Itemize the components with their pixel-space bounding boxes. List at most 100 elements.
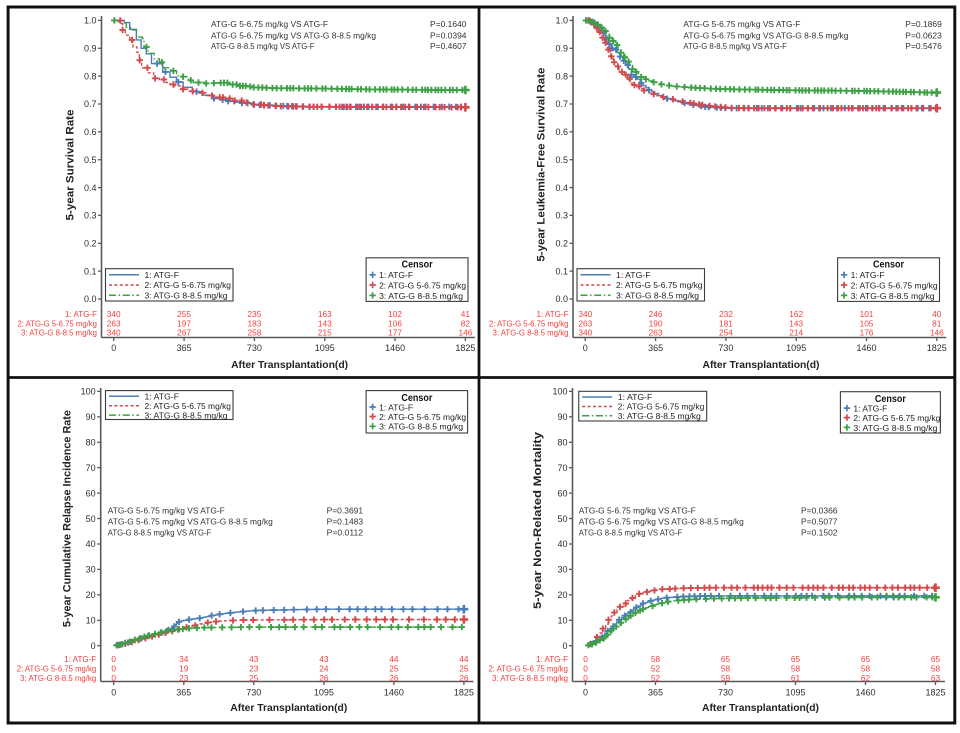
svg-text:0.1: 0.1	[555, 266, 568, 276]
svg-text:0.9: 0.9	[84, 44, 97, 54]
svg-text:0.8: 0.8	[555, 71, 568, 81]
svg-text:0: 0	[583, 673, 588, 683]
svg-text:40: 40	[86, 539, 96, 549]
svg-text:1.0: 1.0	[84, 16, 97, 26]
svg-text:3: ATG-G 8-8.5 mg/kg: 3: ATG-G 8-8.5 mg/kg	[379, 291, 463, 301]
svg-text:1: ATG-F: 1: ATG-F	[618, 392, 653, 402]
svg-text:25: 25	[459, 664, 469, 674]
svg-text:25: 25	[249, 673, 259, 683]
svg-text:177: 177	[388, 328, 402, 338]
svg-text:2: ATG-G 5-6.75 mg/kg: 2: ATG-G 5-6.75 mg/kg	[489, 319, 569, 328]
svg-text:0: 0	[583, 654, 588, 664]
svg-text:1: ATG-F: 1: ATG-F	[379, 402, 413, 412]
svg-text:146: 146	[930, 328, 944, 338]
svg-text:1: ATG-F: 1: ATG-F	[851, 270, 885, 280]
svg-text:ATG-G 5-6.75 mg/kg VS ATG-G 8-: ATG-G 5-6.75 mg/kg VS ATG-G 8-8.5 mg/kg	[211, 30, 376, 40]
svg-text:19: 19	[179, 664, 189, 674]
svg-text:1460: 1460	[856, 343, 876, 353]
svg-text:P=0.5476: P=0.5476	[905, 41, 942, 51]
svg-text:ATG-G 5-6.75 mg/kg VS ATG-F: ATG-G 5-6.75 mg/kg VS ATG-F	[683, 19, 800, 29]
svg-text:163: 163	[318, 309, 332, 319]
svg-text:Censor: Censor	[402, 260, 433, 271]
svg-text:20: 20	[557, 590, 567, 600]
svg-text:1: ATG-F: 1: ATG-F	[537, 310, 569, 319]
svg-text:1: ATG-F: 1: ATG-F	[65, 310, 97, 319]
svg-text:P=0.0394: P=0.0394	[430, 30, 467, 40]
svg-text:10: 10	[86, 616, 96, 626]
svg-text:2: ATG-G 5-6.75 mg/kg: 2: ATG-G 5-6.75 mg/kg	[145, 280, 232, 290]
svg-text:10: 10	[557, 616, 567, 626]
svg-text:1460: 1460	[384, 688, 404, 698]
svg-text:ATG-G 5-6.75 mg/kg VS ATG-G 8-: ATG-G 5-6.75 mg/kg VS ATG-G 8-8.5 mg/kg	[579, 516, 744, 526]
svg-text:65: 65	[721, 654, 731, 664]
svg-text:0.6: 0.6	[555, 127, 568, 137]
svg-text:1460: 1460	[855, 688, 875, 698]
svg-text:100: 100	[552, 387, 567, 397]
svg-text:65: 65	[791, 654, 801, 664]
svg-text:2: ATG-G 5-6.75 mg/kg: 2: ATG-G 5-6.75 mg/kg	[616, 280, 703, 290]
svg-text:365: 365	[177, 343, 192, 353]
svg-text:0: 0	[111, 688, 116, 698]
svg-text:1: ATG-F: 1: ATG-F	[145, 270, 180, 280]
svg-text:0.5: 0.5	[555, 155, 568, 165]
svg-text:2: ATG-G 5-6.75 mg/kg: 2: ATG-G 5-6.75 mg/kg	[18, 319, 98, 328]
svg-text:5-year Leukemia-Free Survival: 5-year Leukemia-Free Survival Rate	[536, 68, 548, 262]
svg-text:0.7: 0.7	[555, 99, 568, 109]
svg-text:26: 26	[319, 673, 329, 683]
svg-text:365: 365	[648, 688, 663, 698]
svg-text:143: 143	[789, 318, 803, 328]
svg-text:267: 267	[177, 328, 191, 338]
svg-text:0: 0	[91, 641, 96, 651]
svg-text:5-year Non-Related Mortality: 5-year Non-Related Mortality	[532, 431, 544, 609]
svg-text:3: ATG-G 8-8.5 mg/kg: 3: ATG-G 8-8.5 mg/kg	[145, 410, 228, 420]
svg-text:730: 730	[718, 343, 733, 353]
svg-text:0.9: 0.9	[555, 44, 568, 54]
svg-text:0: 0	[583, 664, 588, 674]
svg-text:P=0.1640: P=0.1640	[430, 19, 467, 29]
svg-text:1: ATG-F: 1: ATG-F	[379, 270, 413, 280]
svg-text:44: 44	[389, 654, 399, 664]
svg-text:105: 105	[860, 318, 874, 328]
svg-text:2: ATG-G 5-6.75 mg/kg: 2: ATG-G 5-6.75 mg/kg	[379, 412, 466, 422]
svg-text:70: 70	[86, 463, 96, 473]
svg-text:101: 101	[860, 309, 874, 319]
svg-text:1825: 1825	[455, 343, 475, 353]
svg-text:365: 365	[176, 688, 191, 698]
svg-text:246: 246	[649, 309, 663, 319]
svg-text:3: ATG-G 8-8.5 mg/kg: 3: ATG-G 8-8.5 mg/kg	[851, 291, 935, 301]
svg-text:340: 340	[107, 328, 121, 338]
svg-text:181: 181	[719, 318, 733, 328]
svg-text:215: 215	[318, 328, 332, 338]
svg-text:43: 43	[319, 654, 329, 664]
svg-text:34: 34	[179, 654, 189, 664]
svg-text:143: 143	[318, 318, 332, 328]
svg-text:59: 59	[721, 673, 731, 683]
svg-text:1: ATG-F: 1: ATG-F	[64, 655, 96, 664]
svg-text:258: 258	[247, 328, 261, 338]
svg-text:40: 40	[557, 539, 567, 549]
svg-text:1825: 1825	[454, 688, 474, 698]
svg-text:0.4: 0.4	[555, 183, 568, 193]
svg-text:23: 23	[249, 664, 259, 674]
svg-text:340: 340	[578, 328, 592, 338]
svg-text:1: ATG-F: 1: ATG-F	[853, 404, 887, 414]
svg-text:58: 58	[791, 664, 801, 674]
svg-text:106: 106	[388, 318, 402, 328]
svg-text:ATG-G 8-8.5 mg/kg VS ATG-F: ATG-G 8-8.5 mg/kg VS ATG-F	[579, 527, 683, 537]
svg-text:61: 61	[791, 673, 801, 683]
svg-text:183: 183	[247, 318, 261, 328]
svg-text:214: 214	[789, 328, 803, 338]
svg-text:30: 30	[86, 565, 96, 575]
svg-text:P=0.0623: P=0.0623	[905, 30, 942, 40]
svg-text:255: 255	[177, 309, 191, 319]
svg-text:60: 60	[557, 488, 567, 498]
svg-text:0: 0	[583, 343, 588, 353]
svg-text:0: 0	[111, 664, 116, 674]
svg-text:26: 26	[389, 673, 399, 683]
svg-text:3: ATG-G 8-8.5 mg/kg: 3: ATG-G 8-8.5 mg/kg	[616, 291, 699, 301]
svg-text:3: ATG-G 8-8.5 mg/kg: 3: ATG-G 8-8.5 mg/kg	[21, 329, 97, 338]
svg-text:70: 70	[557, 463, 567, 473]
svg-text:P=0.1502: P=0.1502	[801, 527, 838, 537]
svg-text:60: 60	[86, 488, 96, 498]
svg-text:2: ATG-G 5-6.75 mg/kg: 2: ATG-G 5-6.75 mg/kg	[489, 665, 569, 674]
